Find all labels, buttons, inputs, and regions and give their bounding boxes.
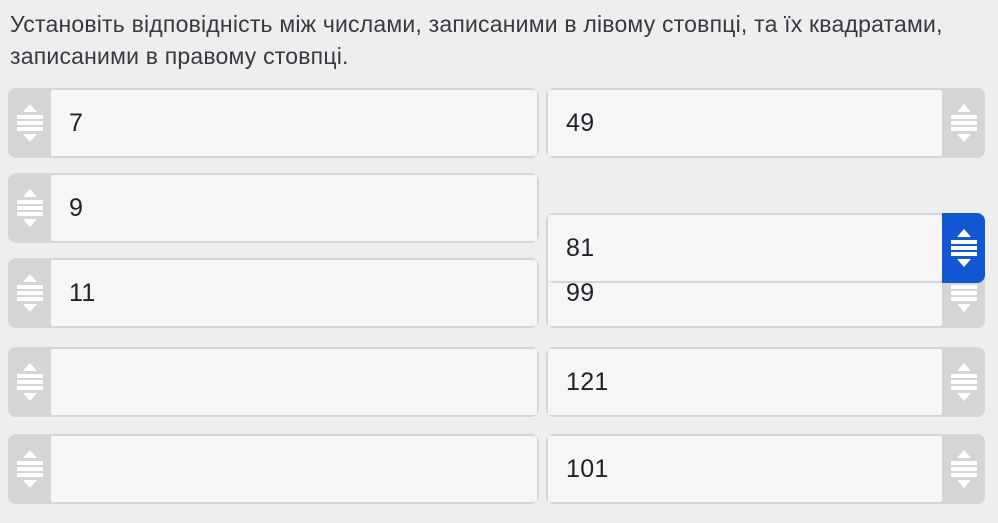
- drag-handle[interactable]: [8, 88, 51, 158]
- right-item-value: 49: [566, 108, 595, 137]
- drag-handle-icon: [16, 104, 43, 142]
- right-item-content: 101: [548, 436, 942, 502]
- left-item-content: 11: [51, 260, 537, 326]
- left-item-content: [51, 349, 537, 415]
- right-item-content: 81: [548, 215, 942, 281]
- question-title: Установіть відповідність між числами, за…: [10, 11, 943, 69]
- left-item-3[interactable]: 11: [8, 258, 539, 328]
- drag-handle-icon: [16, 450, 43, 488]
- right-item-5[interactable]: 101: [546, 434, 985, 504]
- drag-handle[interactable]: [8, 258, 51, 328]
- left-item-2[interactable]: 9: [8, 173, 539, 243]
- left-item-content: [51, 436, 537, 502]
- right-item-2-dragging[interactable]: 81: [546, 213, 985, 283]
- drag-handle[interactable]: [942, 347, 985, 417]
- left-item-4[interactable]: [8, 347, 539, 417]
- drag-handle[interactable]: [8, 434, 51, 504]
- right-item-1[interactable]: 49: [546, 88, 985, 158]
- left-item-content: 9: [51, 175, 537, 241]
- drag-handle-icon: [16, 363, 43, 401]
- right-item-value: 81: [566, 233, 595, 262]
- right-item-content: 121: [548, 349, 942, 415]
- drag-handle[interactable]: [942, 434, 985, 504]
- drag-handle[interactable]: [942, 88, 985, 158]
- drag-handle-icon: [16, 274, 43, 312]
- right-item-value: 121: [566, 367, 609, 396]
- left-item-content: 7: [51, 90, 537, 156]
- drag-handle-icon: [950, 363, 977, 401]
- left-item-5[interactable]: [8, 434, 539, 504]
- left-item-value: 9: [69, 193, 84, 222]
- drag-handle[interactable]: [8, 173, 51, 243]
- right-item-4[interactable]: 121: [546, 347, 985, 417]
- drag-handle-icon: [950, 229, 977, 267]
- right-item-value: 101: [566, 454, 609, 483]
- drag-handle-icon: [950, 450, 977, 488]
- right-item-content: 49: [548, 90, 942, 156]
- left-item-value: 11: [69, 278, 96, 307]
- drag-handle-icon: [16, 189, 43, 227]
- drag-handle[interactable]: [8, 347, 51, 417]
- left-item-value: 7: [69, 108, 84, 137]
- left-item-1[interactable]: 7: [8, 88, 539, 158]
- right-item-value: 99: [566, 278, 595, 307]
- drag-handle-active[interactable]: [942, 213, 985, 283]
- drag-handle-icon: [950, 104, 977, 142]
